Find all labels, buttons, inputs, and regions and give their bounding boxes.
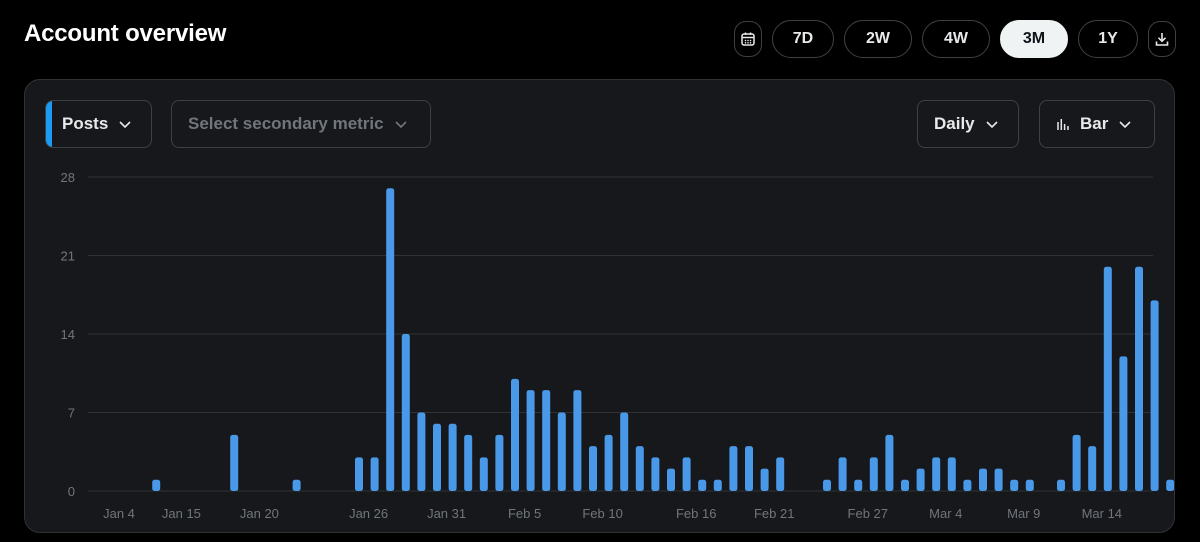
bar[interactable] (401, 334, 410, 491)
bar[interactable] (620, 412, 629, 492)
primary-metric-label: Posts (62, 114, 109, 133)
bar[interactable] (1135, 266, 1143, 491)
bar[interactable] (823, 479, 831, 491)
bar[interactable] (464, 434, 473, 491)
bar[interactable] (776, 457, 785, 491)
bar[interactable] (1150, 300, 1159, 491)
page-title: Account overview (24, 20, 227, 47)
primary-metric-dropdown[interactable]: Posts (45, 100, 152, 148)
range-3m-button[interactable]: 3M (1000, 20, 1068, 58)
bar[interactable] (1119, 356, 1128, 491)
metric-color-indicator (46, 101, 52, 147)
range-4w-button[interactable]: 4W (922, 20, 990, 58)
download-button[interactable] (1148, 21, 1176, 57)
y-tick-label: 14 (61, 327, 75, 342)
bar[interactable] (152, 479, 161, 491)
bar[interactable] (1010, 479, 1019, 491)
x-tick-label: Mar 4 (929, 506, 962, 521)
bar[interactable] (932, 457, 941, 491)
bar[interactable] (854, 479, 863, 491)
bar[interactable] (667, 468, 675, 491)
bar[interactable] (604, 434, 613, 491)
chart-type-dropdown[interactable]: Bar (1039, 100, 1155, 148)
x-tick-label: Feb 5 (508, 506, 541, 521)
bar[interactable] (370, 457, 379, 491)
chart-type-label: Bar (1080, 114, 1109, 133)
chevron-down-icon (1119, 121, 1131, 129)
bar[interactable] (511, 378, 519, 491)
bar[interactable] (526, 390, 535, 491)
calendar-icon (741, 32, 755, 46)
bar[interactable] (635, 446, 644, 491)
bar[interactable] (979, 468, 987, 491)
bar[interactable] (885, 434, 894, 491)
chevron-down-icon (395, 121, 407, 129)
x-tick-label: Feb 27 (848, 506, 888, 521)
x-tick-label: Mar 14 (1082, 506, 1122, 521)
x-tick-label: Mar 9 (1007, 506, 1040, 521)
x-tick-label: Feb 10 (582, 506, 622, 521)
x-tick-label: Jan 15 (162, 506, 201, 521)
bar[interactable] (448, 423, 457, 491)
posts-bar-chart: 0 7 14 21 28 Jan 4 Jan 15 Jan 20 Jan 26 Jan 31 Fe… (61, 170, 1174, 521)
bar[interactable] (729, 446, 738, 491)
x-tick-label: Jan 31 (427, 506, 466, 521)
bar[interactable] (1088, 446, 1097, 491)
chevron-down-icon (119, 121, 131, 129)
bar[interactable] (901, 479, 909, 491)
bar[interactable] (838, 457, 847, 491)
range-1y-button[interactable]: 1Y (1078, 20, 1138, 58)
bar[interactable] (479, 457, 488, 491)
bar[interactable] (760, 468, 769, 491)
x-tick-label: Jan 26 (349, 506, 388, 521)
bar[interactable] (682, 457, 691, 491)
bar[interactable] (292, 479, 301, 491)
bar[interactable] (417, 412, 426, 492)
download-icon (1155, 33, 1169, 46)
range-7d-button[interactable]: 7D (772, 20, 834, 58)
bar[interactable] (963, 479, 972, 491)
y-tick-label: 7 (68, 406, 75, 421)
granularity-dropdown[interactable]: Daily (917, 100, 1019, 148)
bar[interactable] (916, 468, 925, 491)
bar[interactable] (1072, 434, 1081, 491)
bar[interactable] (947, 457, 956, 491)
bar[interactable] (589, 446, 597, 491)
bar[interactable] (1057, 479, 1065, 491)
time-range-toolbar: 7D 2W 4W 3M 1Y (734, 20, 1176, 58)
chevron-down-icon (986, 121, 998, 129)
bar[interactable] (386, 188, 395, 491)
bar-chart-icon (1057, 119, 1069, 130)
bar[interactable] (230, 434, 239, 491)
x-tick-label: Jan 4 (103, 506, 135, 521)
x-tick-label: Jan 20 (240, 506, 279, 521)
bar[interactable] (651, 457, 660, 491)
secondary-metric-placeholder: Select secondary metric (188, 114, 384, 133)
bar[interactable] (869, 457, 878, 491)
range-2w-button[interactable]: 2W (844, 20, 912, 58)
granularity-label: Daily (934, 114, 975, 133)
bar[interactable] (1166, 479, 1174, 491)
bar[interactable] (542, 390, 551, 491)
bar[interactable] (994, 468, 1003, 491)
y-tick-label: 0 (68, 484, 75, 499)
bar[interactable] (495, 434, 504, 491)
secondary-metric-dropdown[interactable]: Select secondary metric (171, 100, 431, 148)
bar[interactable] (1103, 266, 1112, 491)
bar[interactable] (573, 390, 582, 491)
x-tick-label: Feb 16 (676, 506, 716, 521)
bar[interactable] (557, 412, 566, 492)
bar[interactable] (1025, 479, 1034, 491)
y-tick-label: 28 (61, 170, 75, 185)
bar[interactable] (698, 479, 707, 491)
chart-panel: Posts Select secondary metric Daily Bar … (24, 79, 1175, 533)
y-tick-label: 21 (61, 249, 75, 264)
bar[interactable] (433, 423, 441, 491)
bar[interactable] (745, 446, 753, 491)
bar[interactable] (713, 479, 722, 491)
x-tick-label: Feb 21 (754, 506, 794, 521)
bar[interactable] (355, 457, 363, 491)
calendar-button[interactable] (734, 21, 762, 57)
